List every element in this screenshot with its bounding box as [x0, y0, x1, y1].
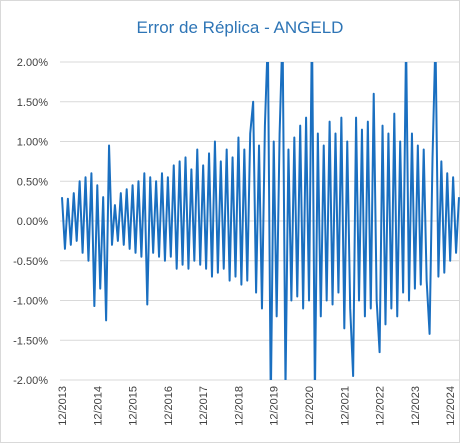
y-tick-label: -1.50%	[13, 335, 48, 347]
y-tick-label: 2.00%	[17, 57, 48, 69]
y-tick-label: 0.00%	[17, 216, 48, 228]
y-tick-label: -0.50%	[13, 256, 48, 268]
y-tick-label: -1.00%	[13, 296, 48, 308]
x-tick-label: 12/2023	[410, 386, 422, 426]
x-tick-label: 12/2021	[339, 386, 351, 426]
x-tick-label: 12/2024	[445, 386, 457, 426]
x-tick-label: 12/2013	[57, 386, 69, 426]
x-tick-label: 12/2022	[375, 386, 387, 426]
series-line	[61, 62, 460, 380]
y-tick-label: 1.50%	[17, 97, 48, 109]
plot-area	[61, 62, 460, 380]
x-tick-label: 12/2018	[233, 386, 245, 426]
x-tick-label: 12/2016	[163, 386, 175, 426]
x-tick-label: 12/2015	[128, 386, 140, 426]
y-tick-label: 0.50%	[17, 176, 48, 188]
x-tick-label: 12/2017	[198, 386, 210, 426]
y-tick-label: 1.00%	[17, 137, 48, 149]
x-tick-label: 12/2014	[92, 386, 104, 426]
x-tick-label: 12/2020	[304, 386, 316, 426]
x-tick-label: 12/2019	[269, 386, 281, 426]
y-tick-label: -2.00%	[13, 375, 48, 387]
chart-title: Error de Réplica - ANGELD	[137, 18, 344, 37]
